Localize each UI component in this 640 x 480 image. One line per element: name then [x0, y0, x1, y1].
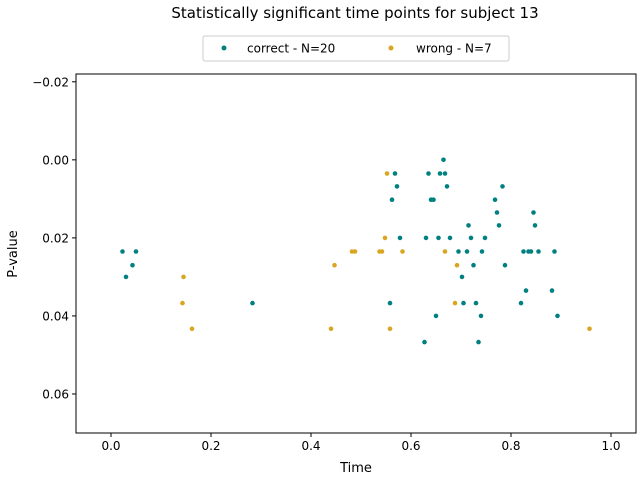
data-points: [120, 157, 592, 345]
correct-point: [479, 249, 485, 254]
correct-point: [133, 249, 139, 254]
correct-point: [130, 262, 135, 268]
legend-label-correct: correct - N=20: [247, 42, 335, 56]
wrong-point: [181, 274, 186, 280]
wrong-point: [332, 262, 337, 268]
correct-point: [502, 262, 508, 268]
y-tick-label: 0.00: [42, 153, 69, 167]
correct-point: [494, 210, 500, 215]
correct-point: [422, 339, 427, 345]
correct-point: [461, 300, 466, 306]
correct-point: [123, 274, 129, 280]
correct-point: [496, 223, 502, 228]
correct-point: [464, 249, 470, 254]
correct-point: [423, 235, 429, 241]
correct-point: [476, 339, 481, 345]
x-tick-label: 1.0: [601, 439, 620, 453]
y-axis: −0.02 0.00 0.02 0.04 0.06: [32, 75, 76, 401]
x-axis-label: Time: [339, 461, 372, 476]
wrong-point: [400, 249, 405, 254]
x-tick-label: 0.6: [401, 439, 420, 453]
correct-point: [473, 300, 479, 306]
correct-point: [441, 157, 446, 163]
correct-point: [528, 249, 534, 254]
correct-point: [444, 184, 450, 189]
wrong-point: [352, 249, 358, 254]
y-tick-label: 0.04: [42, 309, 69, 323]
legend-marker-correct: [221, 45, 227, 51]
correct-point: [532, 223, 538, 228]
correct-point: [459, 274, 465, 280]
legend-label-wrong: wrong - N=7: [416, 42, 492, 56]
wrong-point: [387, 326, 393, 332]
correct-point: [387, 300, 393, 306]
correct-point: [500, 184, 505, 189]
correct-point: [552, 249, 557, 254]
y-tick-label: −0.02: [32, 75, 69, 89]
x-tick-label: 0.8: [501, 439, 520, 453]
wrong-point: [587, 326, 592, 332]
wrong-point: [328, 326, 334, 332]
plot-area: [75, 73, 637, 434]
correct-point: [492, 197, 498, 202]
x-tick-label: 0.2: [201, 439, 220, 453]
correct-point: [478, 313, 484, 319]
correct-point: [120, 249, 125, 254]
correct-point: [555, 313, 560, 319]
correct-point: [447, 235, 453, 241]
wrong-point: [452, 300, 458, 306]
wrong-point: [180, 300, 185, 306]
x-axis: 0.0 0.2 0.4 0.6 0.8 1.0: [101, 433, 621, 453]
correct-point: [471, 262, 476, 268]
legend: correct - N=20 wrong - N=7: [202, 35, 510, 62]
correct-point: [389, 197, 395, 202]
wrong-point: [189, 326, 195, 332]
wrong-point: [384, 171, 390, 176]
correct-point: [397, 235, 403, 241]
correct-point: [436, 235, 441, 241]
correct-point: [456, 249, 461, 254]
correct-point: [433, 313, 439, 319]
y-tick-label: 0.06: [42, 387, 69, 401]
x-tick-label: 0.4: [301, 439, 320, 453]
correct-point: [468, 235, 474, 241]
correct-point: [482, 235, 488, 241]
x-tick-label: 0.0: [101, 439, 120, 453]
correct-point: [250, 300, 255, 306]
correct-point: [431, 197, 436, 202]
correct-point: [426, 171, 431, 176]
chart-title: Statistically significant time points fo…: [171, 4, 538, 22]
correct-point: [394, 184, 400, 189]
y-axis-label: P-value: [6, 230, 21, 277]
correct-point: [531, 210, 536, 215]
legend-frame: [202, 35, 510, 62]
correct-point: [466, 223, 471, 228]
correct-point: [521, 249, 526, 254]
wrong-point: [454, 262, 460, 268]
correct-point: [437, 171, 443, 176]
correct-point: [442, 171, 448, 176]
y-tick-label: 0.02: [42, 231, 69, 245]
correct-point: [392, 171, 398, 176]
wrong-point: [442, 249, 448, 254]
correct-point: [518, 300, 524, 306]
correct-point: [536, 249, 541, 254]
wrong-point: [379, 249, 385, 254]
wrong-point: [382, 235, 388, 241]
correct-point: [549, 288, 555, 293]
correct-point: [523, 288, 529, 293]
legend-marker-wrong: [388, 45, 394, 51]
